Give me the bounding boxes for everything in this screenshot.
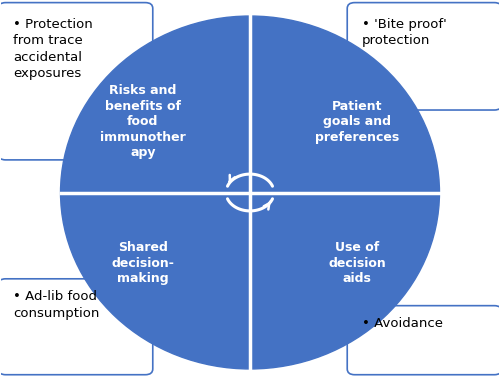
FancyBboxPatch shape [347,3,500,110]
Text: Shared
decision-
making: Shared decision- making [112,241,174,285]
Text: Use of
decision
aids: Use of decision aids [328,241,386,285]
Text: • Protection
from trace
accidental
exposures: • Protection from trace accidental expos… [13,18,93,80]
FancyBboxPatch shape [0,279,153,375]
Text: Risks and
benefits of
food
immunother
apy: Risks and benefits of food immunother ap… [100,84,186,159]
Ellipse shape [60,16,440,369]
Text: • 'Bite proof'
protection: • 'Bite proof' protection [362,18,447,47]
FancyBboxPatch shape [347,306,500,375]
Text: Patient
goals and
preferences: Patient goals and preferences [315,100,400,144]
Text: • Ad-lib food
consumption: • Ad-lib food consumption [13,290,100,320]
Text: • Avoidance: • Avoidance [362,317,443,330]
FancyBboxPatch shape [0,3,153,160]
